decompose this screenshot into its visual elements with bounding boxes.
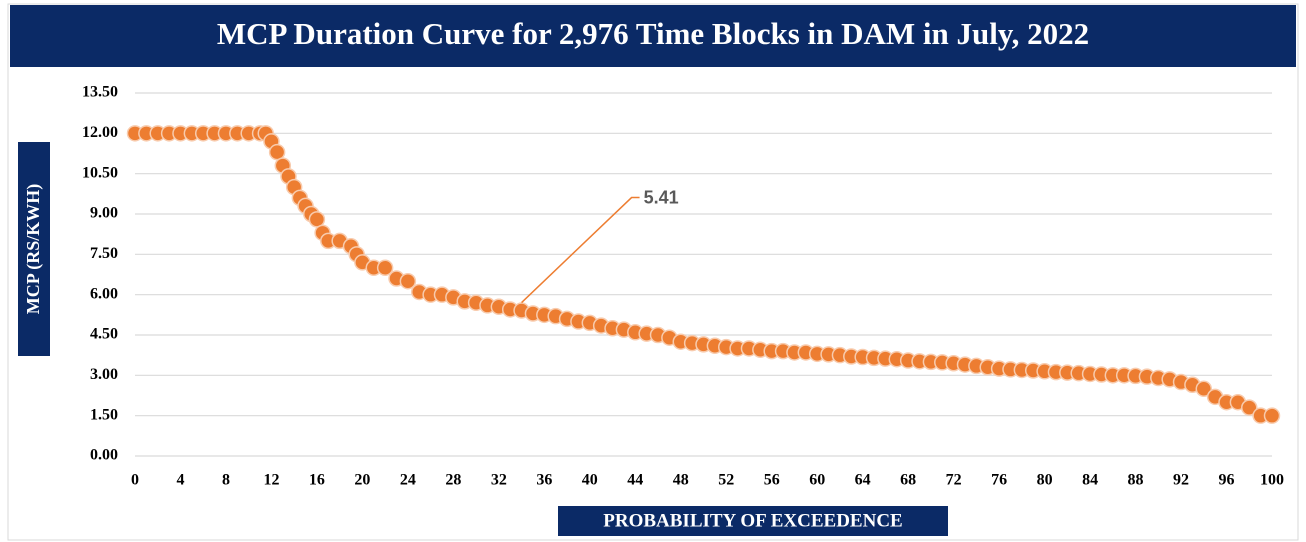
y-label-box (18, 142, 50, 356)
x-tick-label: 40 (582, 472, 598, 489)
x-tick-label: 20 (354, 472, 370, 489)
x-tick-label: 84 (1082, 472, 1098, 489)
y-tick-label: 4.50 (90, 326, 118, 343)
x-tick-label: 28 (445, 472, 461, 489)
point (1263, 407, 1281, 424)
x-tick-label: 4 (176, 472, 184, 489)
x-tick-label: 36 (536, 472, 552, 489)
x-tick-label: 44 (627, 472, 643, 489)
x-tick-label: 24 (400, 472, 416, 489)
y-tick-label: 0.00 (90, 447, 118, 464)
y-tick-label: 3.00 (90, 366, 118, 383)
x-tick-label: 48 (673, 472, 689, 489)
x-tick-label: 0 (131, 472, 139, 489)
x-tick-label: 8 (222, 472, 230, 489)
y-tick-label: 9.00 (90, 205, 118, 222)
x-tick-label: 32 (491, 472, 507, 489)
x-tick-label: 52 (718, 472, 734, 489)
x-tick-label: 80 (1037, 472, 1053, 489)
point (1195, 380, 1213, 398)
x-tick-label: 64 (855, 472, 871, 489)
x-tick-label: 72 (946, 472, 962, 489)
x-label-box (558, 506, 948, 536)
y-tick-label: 10.50 (82, 164, 118, 181)
point (399, 272, 417, 290)
chart-border (7, 3, 1299, 541)
x-tick-label: 60 (809, 472, 825, 489)
x-tick-label: 56 (764, 472, 780, 489)
y-tick-label: 13.50 (82, 84, 118, 101)
x-tick-label: 76 (991, 472, 1007, 489)
y-axis-label: MCP (RS/KWH) (23, 184, 44, 315)
x-tick-label: 16 (309, 472, 325, 489)
x-tick-label: 92 (1173, 472, 1189, 489)
chart-title: MCP Duration Curve for 2,976 Time Blocks… (217, 16, 1089, 51)
y-tick-label: 12.00 (82, 124, 118, 141)
x-axis-label: PROBABILITY OF EXCEEDENCE (603, 510, 902, 531)
annotation-leader (521, 196, 640, 304)
point (1241, 399, 1258, 416)
x-tick-label: 88 (1128, 472, 1144, 489)
x-tick-label: 68 (900, 472, 916, 489)
y-tick-label: 7.50 (90, 245, 118, 262)
x-tick-label: 12 (263, 472, 279, 489)
y-tick-label: 6.00 (90, 285, 118, 302)
y-tick-label: 1.50 (90, 406, 118, 423)
x-tick-label: 96 (1219, 472, 1235, 489)
title-banner (10, 5, 1296, 67)
point (376, 259, 394, 277)
x-tick-label: 100 (1260, 472, 1284, 489)
annotation-label: 5.41 (644, 187, 679, 207)
